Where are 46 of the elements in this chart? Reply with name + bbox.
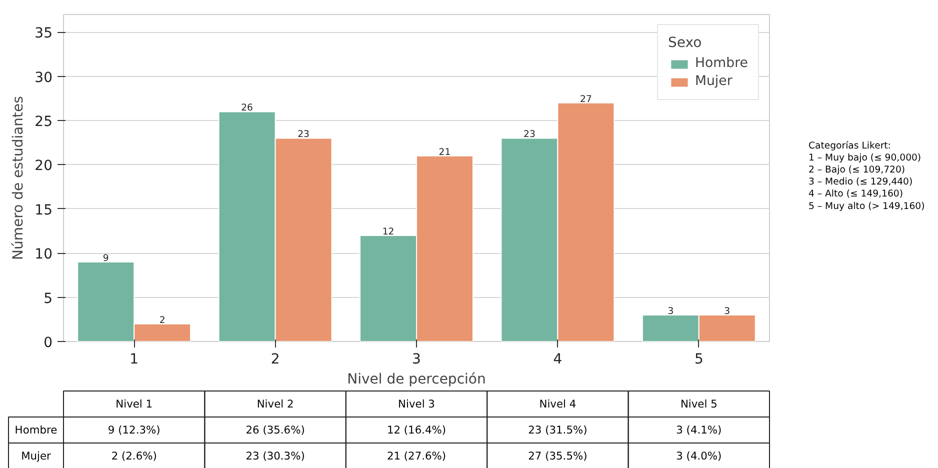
y-axis-title: Número de estudiantes (10, 96, 27, 260)
text: Categorías Likert: 1 – Muy bajo (≤ 90,000) 2 – Bajo (≤ 109,720) 3 – Medio (≤ 129,440) 4 – Alto (≤ 149,160) 5 – Muy alto (> 149,160) (808, 140, 925, 212)
data-label: 23 (298, 129, 310, 140)
x-tick-label: 3 (412, 352, 421, 368)
y-tick-label: 25 (34, 114, 53, 130)
data-label: 26 (241, 102, 254, 114)
legend-label: Mujer (694, 74, 732, 89)
y-tick-label: 30 (34, 70, 53, 86)
x-tick-label: 4 (553, 352, 562, 368)
data-label: 3 (724, 306, 730, 317)
text: Nivel 3 (398, 398, 435, 410)
text: 26 (35.6%) (246, 424, 305, 436)
data-label: 27 (580, 94, 592, 105)
text: 3 (4.1%) (676, 424, 722, 436)
y-tick-label: 10 (34, 246, 53, 263)
data-label: 2 (159, 314, 166, 326)
legend-label: Hombre (694, 56, 748, 71)
text: 12 (16.4%) (386, 424, 446, 436)
text: Hombre (14, 424, 58, 436)
text: 23 (31.5%) (528, 424, 588, 436)
text: 9 (12.3%) (108, 424, 160, 436)
y-tick-label: 0 (44, 335, 53, 351)
y-tick-label: 20 (34, 158, 53, 174)
x-tick-label: 5 (694, 352, 704, 368)
text: 21 (27.6%) (386, 450, 446, 462)
x-tick-label: 1 (130, 352, 139, 368)
data-label: 23 (524, 129, 536, 140)
data-label: 21 (438, 146, 451, 158)
text: 23 (30.3%) (246, 450, 305, 462)
text: Nivel 4 (539, 398, 576, 410)
text: Nivel 2 (256, 398, 294, 410)
data-label: 9 (102, 252, 109, 264)
x-axis-title: Nivel de percepción (347, 372, 486, 388)
legend-title: Sexo (668, 35, 703, 51)
data-label: 12 (382, 226, 394, 238)
y-tick-label: 15 (34, 202, 53, 218)
data-label: 3 (668, 306, 674, 317)
y-tick-label: 5 (44, 290, 53, 307)
y-tick-label: 35 (34, 26, 53, 42)
text: Nivel 5 (680, 398, 718, 410)
text: Mujer (21, 450, 51, 462)
text: 3 (4.0%) (676, 450, 722, 462)
text: 27 (35.5%) (528, 450, 588, 462)
x-tick-label: 2 (270, 352, 280, 368)
text: Nivel 1 (116, 398, 153, 410)
text: 2 (2.6%) (111, 450, 157, 462)
